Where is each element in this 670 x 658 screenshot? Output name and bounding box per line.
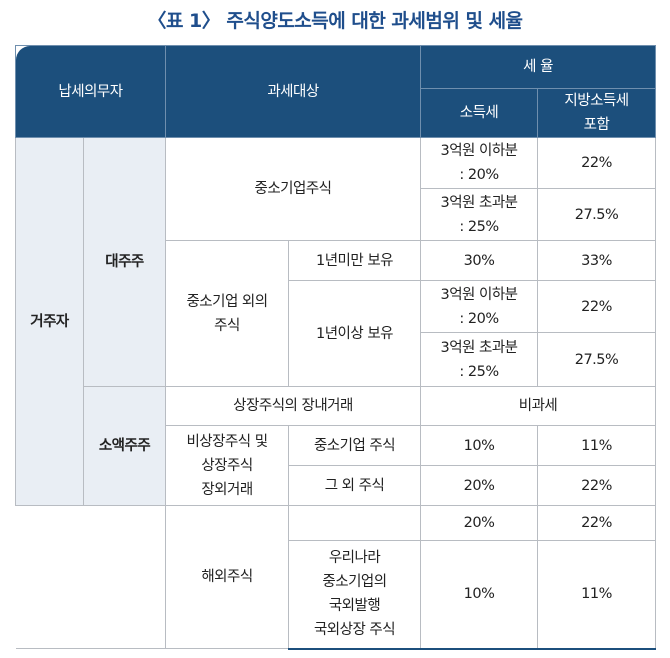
empty-cell [15, 505, 167, 649]
cell: 1년미만 보유 [288, 240, 422, 281]
cell: 22% [537, 465, 657, 506]
cell: 3억원 이하분 : 20% [420, 137, 539, 189]
cell: 22% [537, 137, 657, 189]
cell: 27.5% [537, 332, 657, 387]
cell: 3억원 초과분 : 25% [420, 188, 539, 241]
cell: 22% [537, 505, 657, 541]
cell: 10% [420, 425, 539, 466]
cell: 20% [420, 465, 539, 506]
cell: 대주주 [82, 137, 167, 387]
cell: 비상장주식 및 상장주식 장외거래 [165, 425, 290, 506]
cell: 비과세 [420, 386, 657, 426]
header-cell: 세 율 [420, 45, 657, 89]
header-cell: 소득세 [420, 88, 539, 138]
cell: 20% [420, 505, 539, 541]
table-title: 〈표 1〉 주식양도소득에 대한 과세범위 및 세율 [147, 10, 523, 32]
cell: 그 외 주식 [288, 465, 422, 506]
cell: 우리나라 중소기업의 국외발행 국외상장 주식 [288, 540, 422, 650]
cell: 중소기업 외의 주식 [165, 240, 290, 387]
cell: 10% [420, 540, 539, 650]
cell: 소액주주 [82, 386, 167, 506]
cell: 1년이상 보유 [288, 280, 422, 387]
header-cell: 납세의무자 [14, 45, 167, 138]
cell: 22% [537, 280, 657, 333]
cell: 11% [537, 425, 657, 466]
cell: 3억원 초과분 : 25% [420, 332, 539, 387]
cell: 3억원 이하분 : 20% [420, 280, 539, 333]
cell: 중소기업주식 [165, 137, 422, 241]
cell: 중소기업 주식 [288, 425, 422, 466]
header-cell: 과세대상 [165, 45, 422, 138]
cell: 27.5% [537, 188, 657, 241]
tax-table: 납세의무자 과세대상 세 율 소득세 지방소득세 포함 거주자 대주주 중소기업… [14, 45, 657, 650]
cell: 거주자 [15, 137, 84, 506]
cell: 해외주식 [165, 505, 290, 649]
header-cell: 지방소득세 포함 [537, 88, 657, 138]
cell: 33% [537, 240, 657, 281]
empty-cell [288, 505, 422, 541]
cell: 30% [420, 240, 539, 281]
cell: 상장주식의 장내거래 [165, 386, 422, 426]
cell: 11% [537, 540, 657, 650]
